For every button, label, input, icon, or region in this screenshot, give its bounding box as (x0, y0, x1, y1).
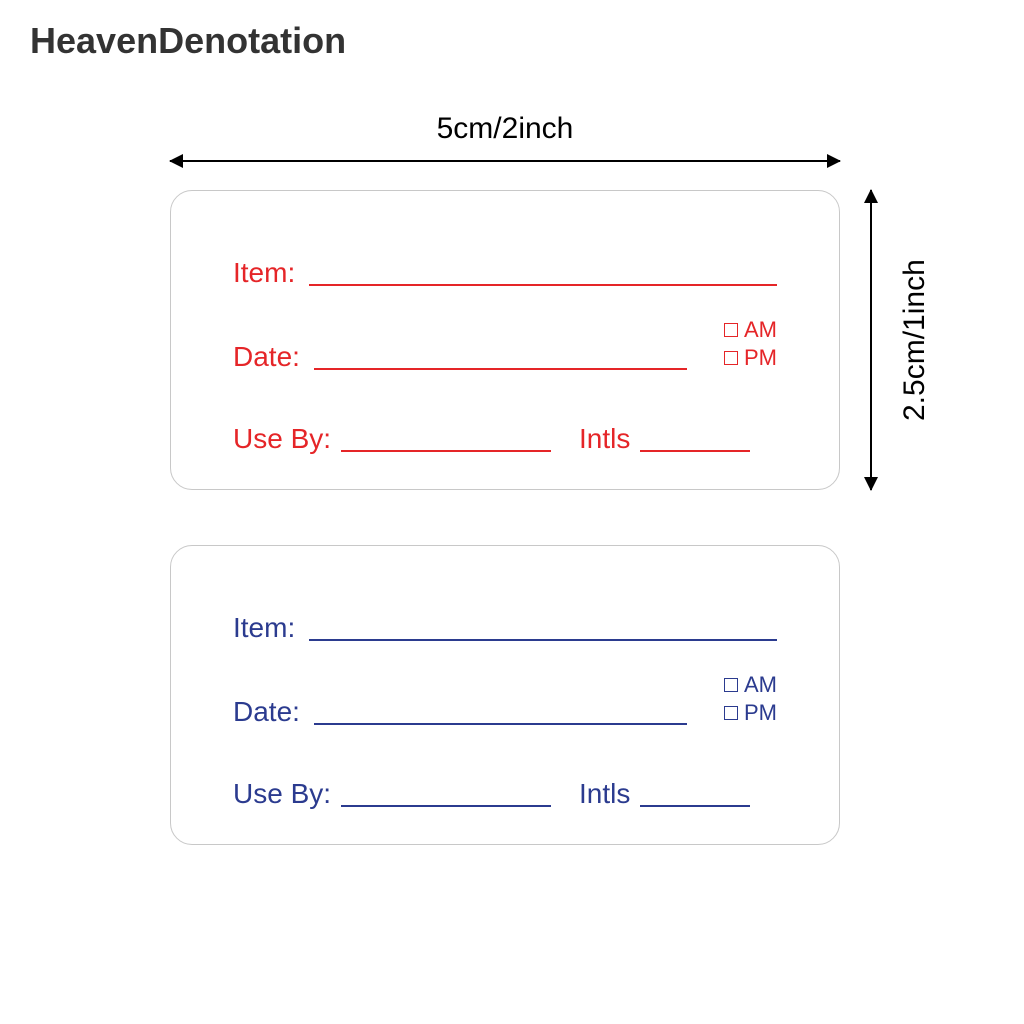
intls-line (640, 450, 750, 452)
pm-checkbox (724, 706, 738, 720)
ampm-group: AM PM (724, 672, 777, 726)
item-line (309, 284, 777, 286)
intls-label: Intls (579, 778, 630, 810)
pm-text: PM (744, 345, 777, 371)
item-label: Item: (233, 612, 295, 644)
sticker-red: Item: Date: AM PM Use By: Intls (170, 190, 840, 490)
am-checkbox (724, 678, 738, 692)
intls-line (640, 805, 750, 807)
item-line (309, 639, 777, 641)
useby-line (341, 450, 551, 452)
am-row: AM (724, 317, 777, 343)
pm-checkbox (724, 351, 738, 365)
am-checkbox (724, 323, 738, 337)
useby-line (341, 805, 551, 807)
width-dimension-arrow (170, 160, 840, 162)
useby-row: Use By: Intls (171, 778, 839, 810)
date-line (314, 723, 687, 725)
item-row: Item: (171, 612, 839, 644)
height-dimension-label: 2.5cm/1inch (898, 190, 932, 490)
sticker-blue: Item: Date: AM PM Use By: Intls (170, 545, 840, 845)
intls-label: Intls (579, 423, 630, 455)
useby-row: Use By: Intls (171, 423, 839, 455)
date-label: Date: (233, 341, 300, 373)
canvas: HeavenDenotation 5cm/2inch 2.5cm/1inch I… (0, 0, 1024, 1024)
am-row: AM (724, 672, 777, 698)
watermark-text: HeavenDenotation (30, 20, 346, 62)
am-text: AM (744, 672, 777, 698)
ampm-group: AM PM (724, 317, 777, 371)
am-text: AM (744, 317, 777, 343)
useby-label: Use By: (233, 423, 331, 455)
pm-text: PM (744, 700, 777, 726)
date-label: Date: (233, 696, 300, 728)
width-dimension-label: 5cm/2inch (170, 112, 840, 146)
item-label: Item: (233, 257, 295, 289)
useby-label: Use By: (233, 778, 331, 810)
height-dimension-arrow (870, 190, 872, 490)
item-row: Item: (171, 257, 839, 289)
date-line (314, 368, 687, 370)
pm-row: PM (724, 345, 777, 371)
pm-row: PM (724, 700, 777, 726)
